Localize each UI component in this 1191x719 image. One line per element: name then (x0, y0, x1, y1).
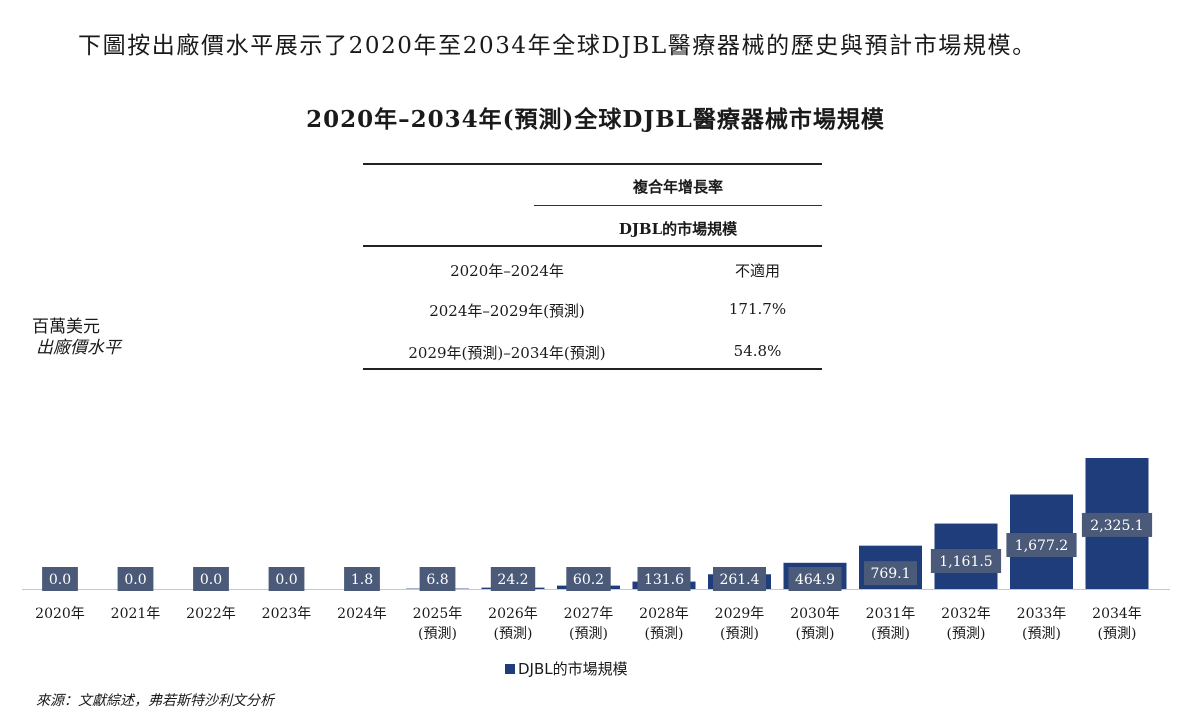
table-row-value: 不適用 (734, 262, 780, 280)
table-header-cagr: 複合年增長率 (632, 178, 723, 196)
data-label: 6.8 (426, 572, 448, 588)
x-tick-sublabel: (預測) (645, 626, 684, 642)
data-label: 0.0 (124, 572, 146, 588)
data-label: 24.2 (497, 572, 528, 588)
x-tick-sublabel: (預測) (494, 626, 533, 642)
data-label: 0.0 (49, 572, 71, 588)
data-label: 261.4 (719, 572, 759, 588)
x-tick-label: 2024年 (337, 606, 387, 622)
data-label-box (117, 567, 154, 591)
table-row-value: 171.7% (728, 300, 787, 318)
table-row-period: 2020年–2024年 (450, 262, 564, 280)
table-top-rule (363, 163, 822, 165)
table-row-period: 2029年(預測)–2034年(預測) (408, 344, 606, 362)
table-mid-rule (363, 245, 822, 247)
table-row-value: 54.8% (733, 342, 782, 360)
x-tick-sublabel: (預測) (871, 626, 910, 642)
x-tick-label: 2020年 (35, 606, 85, 622)
x-tick-label: 2028年 (639, 606, 689, 622)
x-tick-sublabel: (預測) (720, 626, 759, 642)
data-label-box (268, 567, 305, 591)
data-label-box (637, 567, 691, 591)
data-label: 60.2 (573, 572, 604, 588)
data-label-box (788, 567, 842, 591)
data-label: 131.6 (644, 572, 684, 588)
data-label: 464.9 (795, 572, 835, 588)
data-label-box (42, 567, 78, 591)
data-label-box (490, 567, 536, 591)
x-tick-sublabel: (預測) (418, 626, 457, 642)
x-tick-label: 2029年 (715, 606, 765, 622)
x-tick-sublabel: (預測) (947, 626, 986, 642)
x-tick-sublabel: (預測) (1098, 626, 1137, 642)
legend: DJBL的市場規模 (505, 658, 628, 679)
legend-label: DJBL的市場規模 (518, 660, 628, 678)
x-tick-sublabel: (預測) (569, 626, 608, 642)
data-label-box (193, 567, 229, 591)
data-label: 1,161.5 (939, 554, 992, 570)
data-label-box (1081, 512, 1153, 537)
x-tick-label: 2022年 (186, 606, 236, 622)
data-label-box (930, 549, 1002, 574)
y-unit-sublabel: 出廠價水平 (36, 338, 121, 358)
data-label: 1.8 (351, 572, 373, 588)
data-label-box (713, 567, 766, 591)
x-tick-label: 2026年 (488, 606, 538, 622)
table-header-market: DJBL的市場規模 (618, 220, 738, 238)
x-tick-label: 2031年 (866, 606, 916, 622)
data-label: 769.1 (870, 566, 910, 582)
data-label-box (1006, 533, 1077, 558)
data-label: 1,677.2 (1015, 538, 1068, 554)
table-header-rule (534, 205, 822, 206)
x-tick-label: 2027年 (564, 606, 614, 622)
data-label: 0.0 (200, 572, 222, 588)
x-tick-label: 2032年 (941, 606, 991, 622)
legend-swatch (505, 664, 515, 674)
y-unit-label: 百萬美元 (32, 317, 100, 337)
x-tick-sublabel: (預測) (1022, 626, 1061, 642)
data-label: 2,325.1 (1090, 518, 1143, 534)
data-label-box (864, 561, 917, 586)
table-row-period: 2024年–2029年(預測) (429, 302, 585, 320)
x-tick-label: 2033年 (1017, 606, 1067, 622)
data-label-box (566, 567, 611, 591)
intro-text: 下圖按出廠價水平展示了2020年至2034年全球DJBL醫療器械的歷史與預計市場… (78, 33, 1037, 59)
chart-title: 2020年–2034年(預測)全球DJBL醫療器械市場規模 (306, 106, 885, 133)
data-label: 0.0 (275, 572, 297, 588)
x-tick-label: 2021年 (111, 606, 161, 622)
x-tick-label: 2025年 (413, 606, 463, 622)
data-label-box (344, 567, 380, 591)
x-tick-sublabel: (預測) (796, 626, 835, 642)
data-label-box (419, 567, 456, 591)
x-tick-label: 2034年 (1092, 606, 1142, 622)
x-tick-label: 2030年 (790, 606, 840, 622)
source-note: 來源：文獻綜述，弗若斯特沙利文分析 (36, 693, 274, 709)
x-tick-label: 2023年 (262, 606, 312, 622)
table-bottom-rule (363, 368, 822, 370)
